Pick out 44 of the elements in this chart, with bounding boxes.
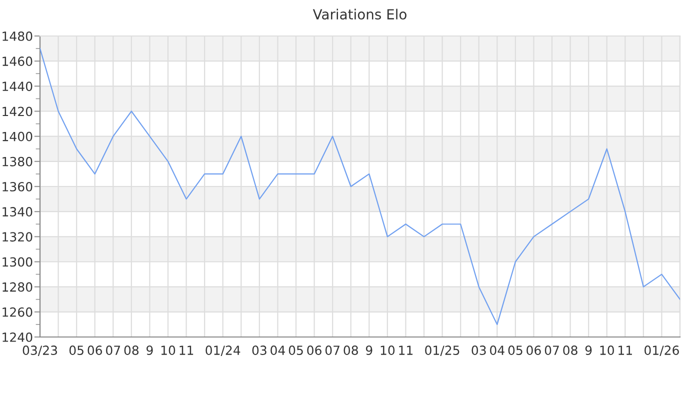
x-tick-label: 11: [618, 346, 632, 355]
y-tick-label: 1380: [2, 156, 32, 166]
x-tick-label: 9: [366, 346, 372, 356]
x-tick-label: 04: [490, 346, 504, 356]
y-tick-label: 1280: [2, 282, 32, 292]
x-tick-label: 04: [270, 346, 285, 356]
x-tick-label: 01/26: [644, 346, 679, 356]
x-tick-label: 03: [472, 346, 486, 356]
x-tick-label: 11: [180, 346, 194, 355]
y-tick-label: 1360: [2, 182, 32, 192]
x-tick-label: 10: [161, 346, 176, 356]
x-tick-label: 03/23: [22, 346, 58, 356]
x-tick-label: 01/24: [206, 346, 240, 356]
y-tick-label: 1420: [2, 106, 32, 116]
x-tick-label: 07: [325, 346, 340, 356]
x-tick-label: 10: [380, 346, 395, 356]
y-tick-label: 1260: [2, 307, 32, 317]
x-tick-label: 9: [146, 346, 153, 356]
x-tick-label: 05: [508, 346, 522, 356]
x-tick-label: 08: [124, 346, 139, 356]
x-tick-label: 03: [252, 346, 266, 356]
x-tick-label: 05: [288, 346, 303, 356]
y-tick-label: 1300: [2, 257, 32, 267]
line-series: [40, 48, 680, 326]
y-tick-label: 1460: [2, 56, 32, 66]
y-tick-label: 1440: [2, 82, 32, 92]
x-tick-label: 9: [585, 346, 592, 356]
y-tick-label: 1480: [2, 31, 32, 41]
x-tick-label: 06: [526, 346, 541, 356]
x-tick-label: 06: [88, 346, 102, 356]
x-tick-label: 06: [307, 346, 322, 356]
x-tick-label: 01/25: [425, 346, 460, 356]
chart-title: Variations Elo: [312, 8, 406, 20]
y-tick-label: 1400: [2, 132, 32, 142]
x-tick-label: 11: [399, 346, 413, 355]
x-tick-label: 08: [563, 346, 578, 356]
x-tick-label: 05: [69, 346, 84, 356]
x-tick-label: 08: [344, 346, 358, 356]
x-tick-label: 07: [106, 346, 120, 356]
x-tick-label: 07: [544, 346, 559, 356]
y-tick-label: 1320: [2, 232, 32, 242]
y-tick-label: 1240: [2, 332, 32, 342]
x-tick-label: 10: [600, 346, 614, 356]
y-tick-label: 1340: [2, 207, 32, 217]
